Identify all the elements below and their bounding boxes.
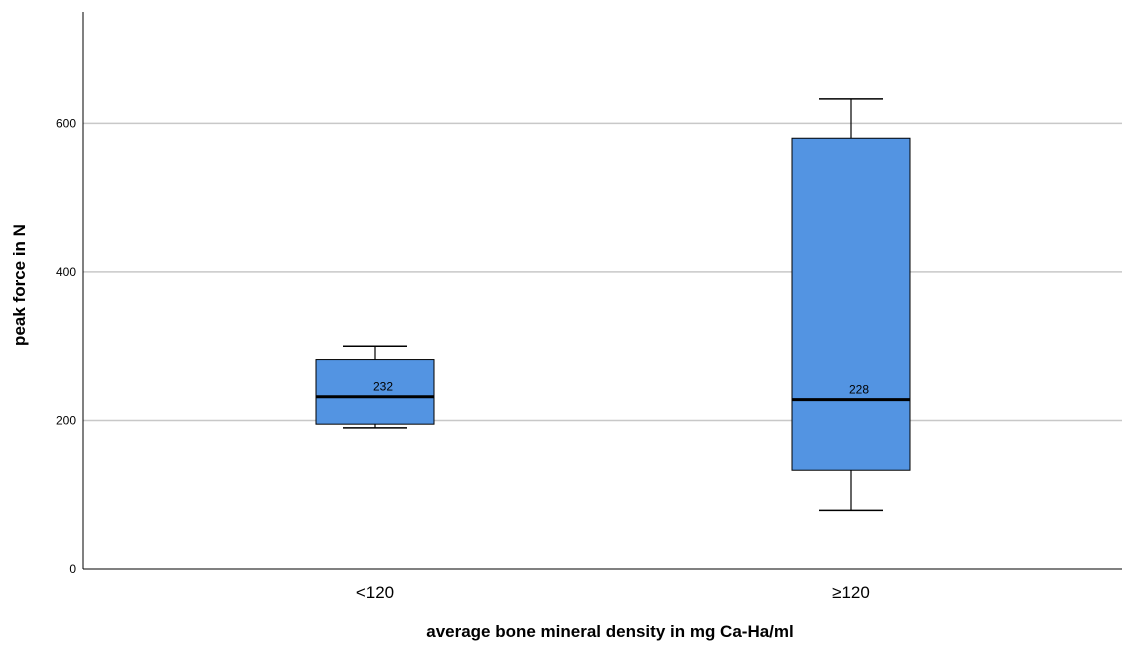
iqr-box bbox=[315, 359, 435, 425]
y-tick-label: 200 bbox=[56, 413, 76, 427]
median-label: 228 bbox=[849, 383, 869, 397]
y-tick-label: 0 bbox=[69, 562, 76, 576]
x-axis-title: average bone mineral density in mg Ca-Ha… bbox=[426, 622, 794, 641]
iqr-box bbox=[791, 137, 911, 471]
y-axis-title: peak force in N bbox=[10, 224, 29, 346]
boxes: 232 228 bbox=[315, 98, 911, 512]
y-tick-label: 600 bbox=[56, 116, 76, 130]
median-label: 232 bbox=[373, 380, 393, 394]
box-group-2: 228 bbox=[791, 98, 911, 512]
grid-lines bbox=[83, 122, 1122, 422]
x-category-label: <120 bbox=[356, 583, 394, 602]
y-tick-labels: 0 200 400 600 bbox=[56, 116, 76, 576]
x-category-labels: <120 ≥120 bbox=[356, 583, 870, 602]
box-group-1: 232 bbox=[315, 345, 435, 429]
y-tick-label: 400 bbox=[56, 265, 76, 279]
x-category-label: ≥120 bbox=[832, 583, 870, 602]
axes bbox=[82, 12, 1122, 570]
